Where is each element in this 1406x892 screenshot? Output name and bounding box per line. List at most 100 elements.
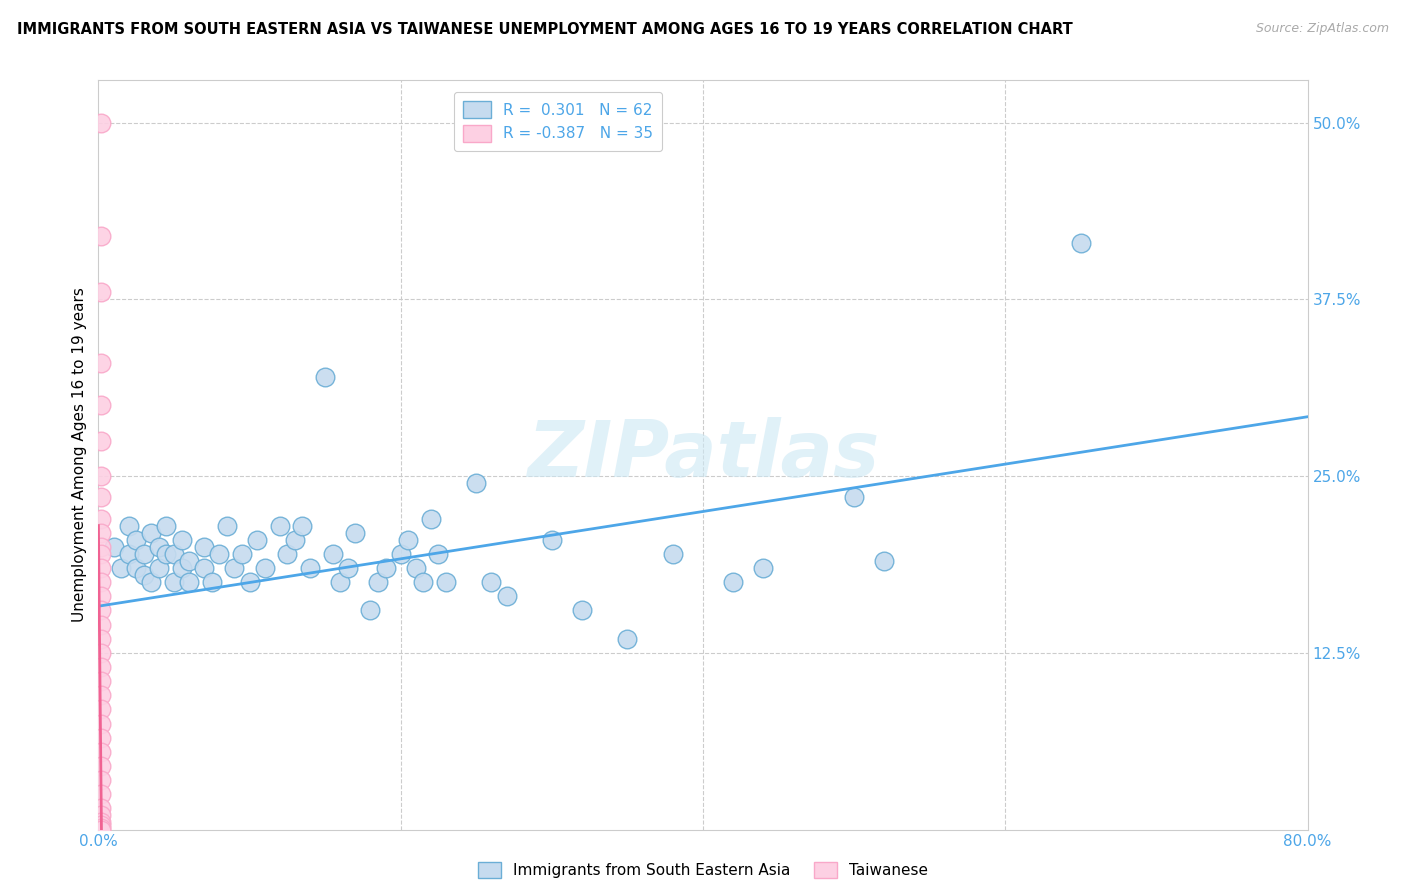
Point	[224, 561, 246, 575]
Point	[90, 787, 112, 801]
Text: IMMIGRANTS FROM SOUTH EASTERN ASIA VS TAIWANESE UNEMPLOYMENT AMONG AGES 16 TO 19: IMMIGRANTS FROM SOUTH EASTERN ASIA VS TA…	[17, 22, 1073, 37]
Point	[269, 518, 291, 533]
Point	[163, 547, 186, 561]
Point	[540, 533, 562, 547]
Y-axis label: Unemployment Among Ages 16 to 19 years: Unemployment Among Ages 16 to 19 years	[72, 287, 87, 623]
Point	[90, 821, 112, 835]
Point	[90, 434, 112, 448]
Point	[90, 285, 112, 300]
Point	[90, 688, 112, 702]
Point	[90, 632, 112, 646]
Point	[170, 561, 193, 575]
Point	[844, 491, 866, 505]
Point	[374, 561, 396, 575]
Point	[118, 547, 141, 561]
Point	[90, 228, 112, 243]
Point	[495, 589, 517, 603]
Point	[873, 554, 896, 568]
Point	[132, 568, 155, 582]
Point	[148, 540, 170, 554]
Point	[276, 547, 298, 561]
Point	[201, 575, 224, 590]
Point	[253, 561, 276, 575]
Point	[141, 575, 163, 590]
Point	[118, 518, 141, 533]
Point	[90, 702, 112, 716]
Point	[434, 575, 457, 590]
Point	[90, 547, 112, 561]
Point	[344, 525, 367, 540]
Point	[90, 773, 112, 788]
Point	[208, 547, 231, 561]
Point	[90, 818, 112, 832]
Point	[291, 518, 314, 533]
Point	[90, 674, 112, 689]
Text: Source: ZipAtlas.com: Source: ZipAtlas.com	[1256, 22, 1389, 36]
Point	[90, 815, 112, 830]
Point	[420, 511, 443, 525]
Point	[336, 561, 359, 575]
Point	[90, 511, 112, 525]
Point	[90, 525, 112, 540]
Point	[193, 561, 215, 575]
Legend: R =  0.301   N = 62, R = -0.387   N = 35: R = 0.301 N = 62, R = -0.387 N = 35	[454, 92, 662, 152]
Point	[571, 603, 593, 617]
Point	[427, 547, 450, 561]
Point	[90, 399, 112, 413]
Legend: Immigrants from South Eastern Asia, Taiwanese: Immigrants from South Eastern Asia, Taiw…	[472, 856, 934, 884]
Point	[90, 745, 112, 759]
Point	[1070, 235, 1092, 250]
Point	[90, 646, 112, 660]
Point	[412, 575, 434, 590]
Point	[163, 575, 186, 590]
Point	[231, 547, 253, 561]
Text: ZIPatlas: ZIPatlas	[527, 417, 879, 493]
Point	[179, 575, 201, 590]
Point	[90, 617, 112, 632]
Point	[314, 370, 336, 384]
Point	[125, 561, 148, 575]
Point	[179, 554, 201, 568]
Point	[90, 561, 112, 575]
Point	[299, 561, 322, 575]
Point	[90, 822, 112, 837]
Point	[132, 547, 155, 561]
Point	[148, 561, 170, 575]
Point	[752, 561, 775, 575]
Point	[103, 540, 125, 554]
Point	[90, 759, 112, 773]
Point	[125, 533, 148, 547]
Point	[155, 547, 177, 561]
Point	[284, 533, 307, 547]
Point	[90, 116, 112, 130]
Point	[661, 547, 683, 561]
Point	[90, 603, 112, 617]
Point	[90, 716, 112, 731]
Point	[90, 575, 112, 590]
Point	[90, 469, 112, 483]
Point	[170, 533, 193, 547]
Point	[193, 540, 215, 554]
Point	[329, 575, 352, 590]
Point	[246, 533, 269, 547]
Point	[215, 518, 238, 533]
Point	[90, 808, 112, 822]
Point	[90, 540, 112, 554]
Point	[110, 561, 132, 575]
Point	[155, 518, 177, 533]
Point	[360, 603, 382, 617]
Point	[396, 533, 419, 547]
Point	[465, 476, 488, 491]
Point	[616, 632, 638, 646]
Point	[90, 589, 112, 603]
Point	[322, 547, 344, 561]
Point	[481, 575, 503, 590]
Point	[367, 575, 389, 590]
Point	[90, 801, 112, 815]
Point	[90, 356, 112, 370]
Point	[239, 575, 262, 590]
Point	[405, 561, 427, 575]
Point	[90, 731, 112, 745]
Point	[90, 491, 112, 505]
Point	[389, 547, 412, 561]
